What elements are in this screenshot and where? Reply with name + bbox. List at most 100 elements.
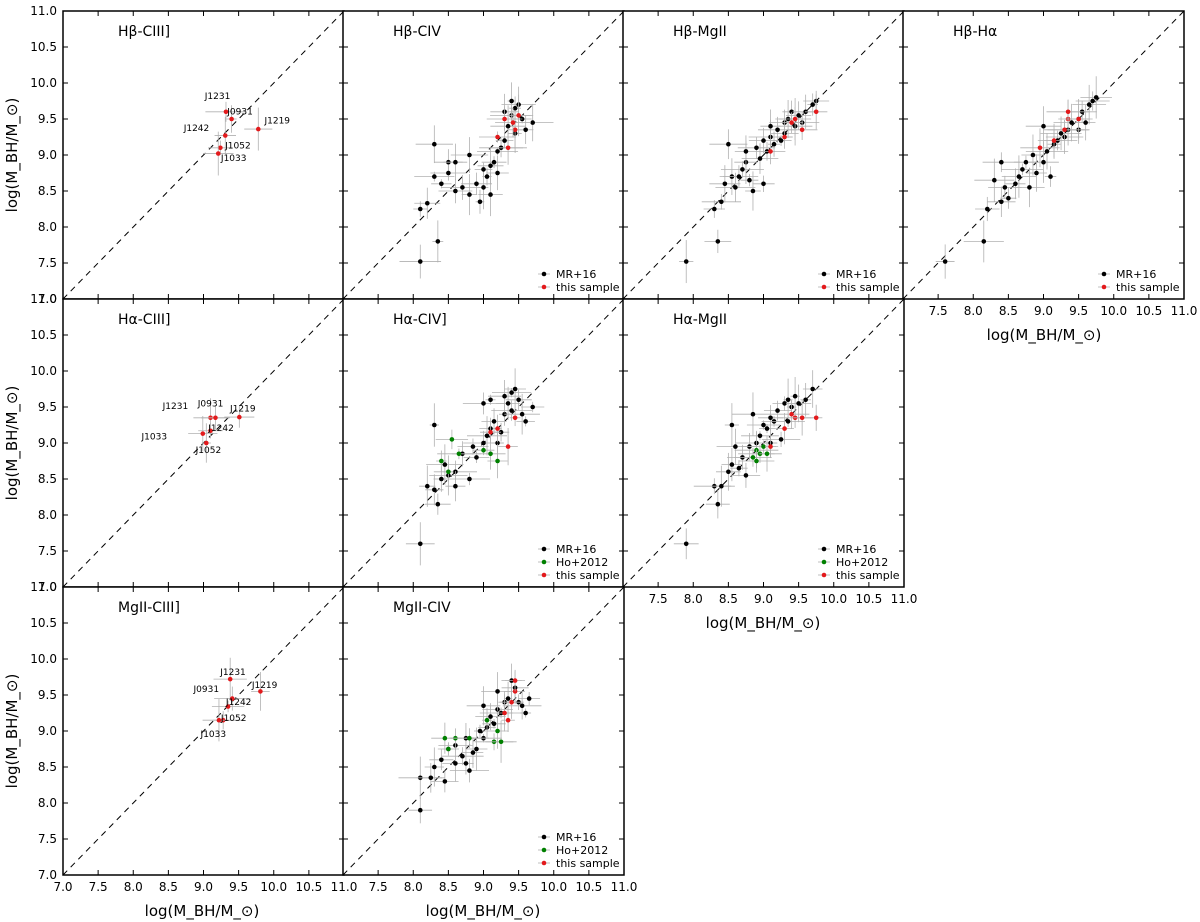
- data-point: [498, 739, 504, 745]
- y-tick-label: 10.0: [30, 76, 57, 90]
- x-tick-label: 9.0: [474, 880, 493, 894]
- data-point: [470, 444, 476, 449]
- data-point: [495, 149, 500, 154]
- y-tick-label: 10.5: [30, 616, 57, 630]
- data-point: [768, 149, 773, 154]
- annotation-label: J1052: [220, 714, 247, 724]
- data-point: [467, 476, 472, 482]
- x-tick-label: 9.0: [194, 880, 213, 894]
- data-point: [1058, 131, 1064, 136]
- series-ho-2012: [734, 432, 782, 473]
- y-tick-label: 9.0: [38, 724, 57, 738]
- legend-label: this sample: [1116, 281, 1180, 294]
- data-point: [683, 259, 689, 264]
- annotation-label: J1231: [204, 92, 231, 102]
- y-tick-label: 8.5: [38, 472, 57, 486]
- data-point: [683, 541, 689, 547]
- x-tick-label: 11.0: [1171, 304, 1198, 318]
- data-point: [484, 174, 490, 179]
- data-point: [502, 116, 507, 122]
- data-point: [463, 761, 469, 766]
- data-point: [432, 174, 437, 179]
- data-point: [526, 696, 532, 701]
- series-this-sample: [765, 399, 823, 458]
- x-tick-label: 8.5: [999, 304, 1018, 318]
- legend-marker: [821, 271, 827, 277]
- tick-marks: 7.5 8.0 8.5 9.0 9.5 10.0 10.5 11.0: [623, 299, 917, 606]
- data-point: [1002, 185, 1008, 190]
- annotation-label: J1242: [207, 424, 234, 434]
- data-point: [1076, 116, 1081, 122]
- data-point: [495, 728, 500, 734]
- series-this-sample: [202, 657, 270, 742]
- y-tick-label: 7.5: [38, 256, 57, 270]
- annotation-label: J1219: [251, 681, 278, 691]
- data-point: [460, 185, 465, 190]
- annotation-label: J1033: [141, 432, 168, 442]
- x-tick-label: 11.0: [611, 880, 638, 894]
- tick-marks: 7.5 8.0 8.5 9.0 9.5 10.0 10.5 11.0: [903, 11, 1197, 318]
- panel-title: Hβ-Hα: [953, 24, 997, 40]
- data-point: [743, 149, 749, 154]
- data-point: [477, 728, 483, 734]
- data-point: [502, 138, 507, 143]
- series-this-sample: [1020, 99, 1093, 168]
- legend-marker: [821, 572, 827, 578]
- data-point: [750, 455, 756, 460]
- annotation-label: J1052: [195, 446, 222, 456]
- y-axis-label-row-2: log(M_BH/M_⊙): [3, 386, 22, 501]
- x-tick-label: 8.5: [719, 592, 738, 606]
- data-point: [736, 465, 742, 471]
- data-point: [446, 746, 451, 752]
- panel-1: 7.0 7.5 8.0 8.5 9.0 9.5 10.0 10.5 11.0 Hβ-CIII] J1…: [30, 4, 345, 306]
- data-point: [810, 102, 815, 107]
- data-point: [719, 483, 724, 489]
- x-tick-label: 10.0: [260, 880, 287, 894]
- data-point: [222, 133, 228, 138]
- data-point: [502, 393, 507, 399]
- data-point: [481, 447, 486, 453]
- annotation-label: J0931: [197, 399, 224, 409]
- data-point: [719, 199, 724, 205]
- y-tick-label: 9.0: [38, 148, 57, 162]
- x-tick-label: 10.0: [540, 880, 567, 894]
- data-point: [417, 206, 423, 212]
- data-point: [505, 717, 511, 723]
- y-tick-label: 9.0: [38, 436, 57, 450]
- data-point: [512, 127, 518, 133]
- legend-label: this sample: [556, 569, 620, 582]
- data-point: [712, 206, 717, 212]
- data-point: [1027, 185, 1032, 190]
- data-point: [432, 141, 437, 147]
- y-tick-label: 7.0: [38, 292, 57, 306]
- series-this-sample: [496, 669, 526, 732]
- x-tick-label: 7.5: [649, 592, 668, 606]
- panel-title: Hβ-MgII: [673, 24, 727, 40]
- data-point: [223, 109, 229, 115]
- data-point: [775, 127, 780, 133]
- data-point: [237, 414, 242, 420]
- data-point: [743, 473, 749, 478]
- data-point: [768, 444, 773, 449]
- data-point: [722, 181, 728, 187]
- data-point: [733, 185, 738, 190]
- data-point: [453, 761, 458, 766]
- legend-label: MR+16: [556, 831, 596, 844]
- data-point: [747, 177, 752, 183]
- data-point: [417, 541, 423, 547]
- data-point: [775, 408, 780, 413]
- x-tick-label: 11.0: [331, 880, 358, 894]
- data-point: [474, 455, 479, 460]
- y-tick-label: 8.5: [38, 184, 57, 198]
- data-point: [435, 501, 441, 507]
- data-point: [460, 753, 465, 759]
- legend-marker: [1101, 271, 1107, 277]
- data-point: [453, 159, 458, 165]
- y-tick-label: 11.0: [30, 292, 57, 306]
- data-point: [516, 397, 521, 403]
- data-point: [761, 422, 766, 428]
- data-point: [799, 415, 805, 421]
- series-this-sample: [479, 94, 531, 165]
